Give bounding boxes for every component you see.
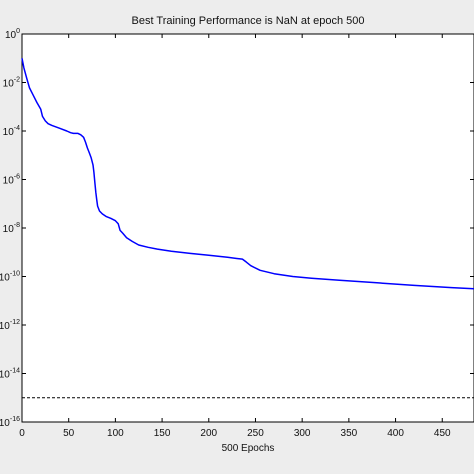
y-tick-label: 10-16 (0, 416, 20, 429)
x-tick-label: 100 (107, 428, 124, 439)
x-tick-label: 200 (200, 428, 217, 439)
y-tick-label: 10-6 (3, 174, 20, 187)
y-tick-exponent: -12 (10, 319, 20, 326)
y-tick-exponent: -6 (14, 174, 20, 181)
x-tick-label: 450 (434, 428, 451, 439)
y-tick-base: 10 (0, 273, 10, 284)
y-tick-exponent: -4 (14, 125, 20, 132)
y-tick-label: 10-4 (3, 125, 20, 138)
x-tick-label: 150 (154, 428, 171, 439)
y-tick-exponent: -8 (14, 222, 20, 229)
x-tick-label: 0 (19, 428, 25, 439)
y-tick-exponent: -2 (14, 77, 20, 84)
y-tick-exponent: -14 (10, 368, 20, 375)
y-tick-base: 10 (0, 418, 10, 429)
y-tick-label: 10-10 (0, 271, 20, 284)
y-tick-exponent: -10 (10, 271, 20, 278)
y-tick-base: 10 (0, 370, 10, 381)
y-tick-base: 10 (0, 321, 10, 332)
x-axis-ticks: 0 50 100 150 200 250 300 350 400 450 (19, 34, 451, 439)
series-layer (21, 58, 474, 399)
x-tick-label: 400 (387, 428, 404, 439)
x-tick-label: 350 (341, 428, 358, 439)
training-performance-line (21, 58, 474, 290)
y-tick-base: 10 (3, 224, 15, 235)
chart-title: Best Training Performance is NaN at epoc… (132, 15, 365, 27)
x-tick-label: 50 (63, 428, 75, 439)
y-tick-exponent: -16 (10, 416, 20, 423)
y-tick-base: 10 (3, 176, 15, 187)
y-tick-label: 10-8 (3, 222, 20, 235)
x-tick-label: 250 (247, 428, 264, 439)
y-tick-base: 10 (5, 30, 17, 41)
plot-area (21, 33, 474, 423)
y-tick-base: 10 (3, 79, 15, 90)
y-tick-label: 10-2 (3, 77, 20, 90)
y-tick-label: 10-12 (0, 319, 20, 332)
x-tick-label: 300 (294, 428, 311, 439)
x-axis-label: 500 Epochs (222, 443, 275, 454)
y-tick-label: 10-14 (0, 368, 20, 381)
y-tick-exponent: 0 (16, 28, 20, 35)
y-tick-base: 10 (3, 127, 15, 138)
y-tick-label: 100 (5, 28, 20, 41)
